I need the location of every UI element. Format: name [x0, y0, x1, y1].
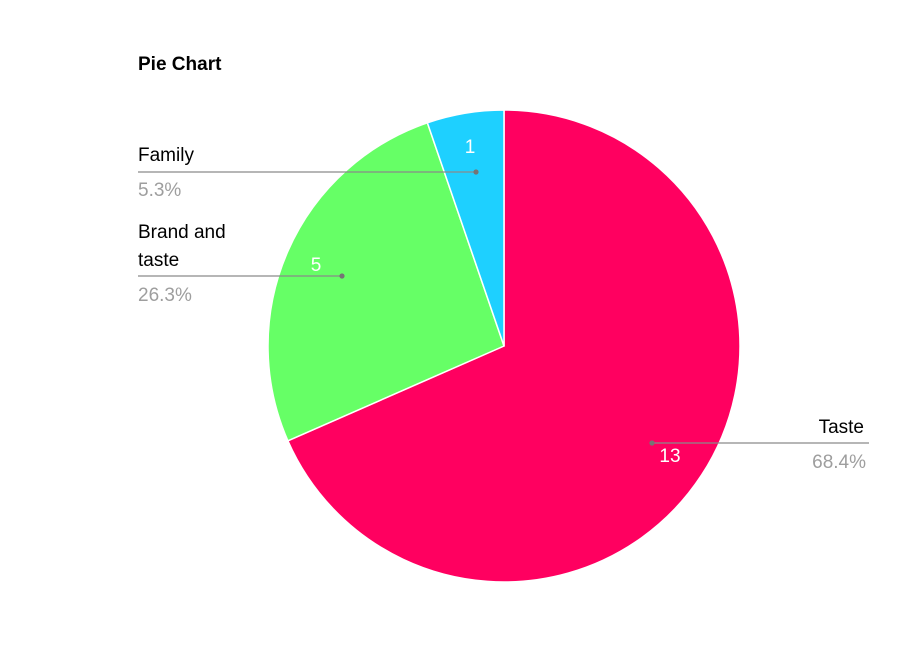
slice-value-labels: 13 5 1: [311, 137, 681, 467]
percent-label-family: 5.3%: [138, 180, 181, 201]
pie-slice-family: [426, 109, 505, 347]
slice-value-taste: 13: [659, 446, 680, 467]
pie-slice-taste: [287, 109, 741, 583]
leader-lines: [138, 169, 869, 446]
chart-title: Pie Chart: [138, 54, 222, 75]
pie-slice-brand-and-taste: [267, 122, 505, 442]
leader-dot-taste: [649, 440, 655, 446]
category-label-family: Family: [138, 145, 194, 166]
leader-dot-family: [473, 169, 479, 175]
pie-slices: [267, 109, 741, 583]
percent-label-brand-and-taste: 26.3%: [138, 285, 192, 306]
leader-dot-brand-and-taste: [339, 273, 345, 279]
category-label-brand-and-taste: Brand and taste: [138, 222, 226, 271]
slice-value-family: 1: [465, 137, 476, 158]
category-label-taste: Taste: [819, 417, 864, 438]
category-labels: Taste 68.4% Brand and taste 26.3% Family 5.3%: [138, 145, 866, 473]
slice-value-brand-and-taste: 5: [311, 255, 322, 276]
percent-label-taste: 68.4%: [812, 452, 866, 473]
